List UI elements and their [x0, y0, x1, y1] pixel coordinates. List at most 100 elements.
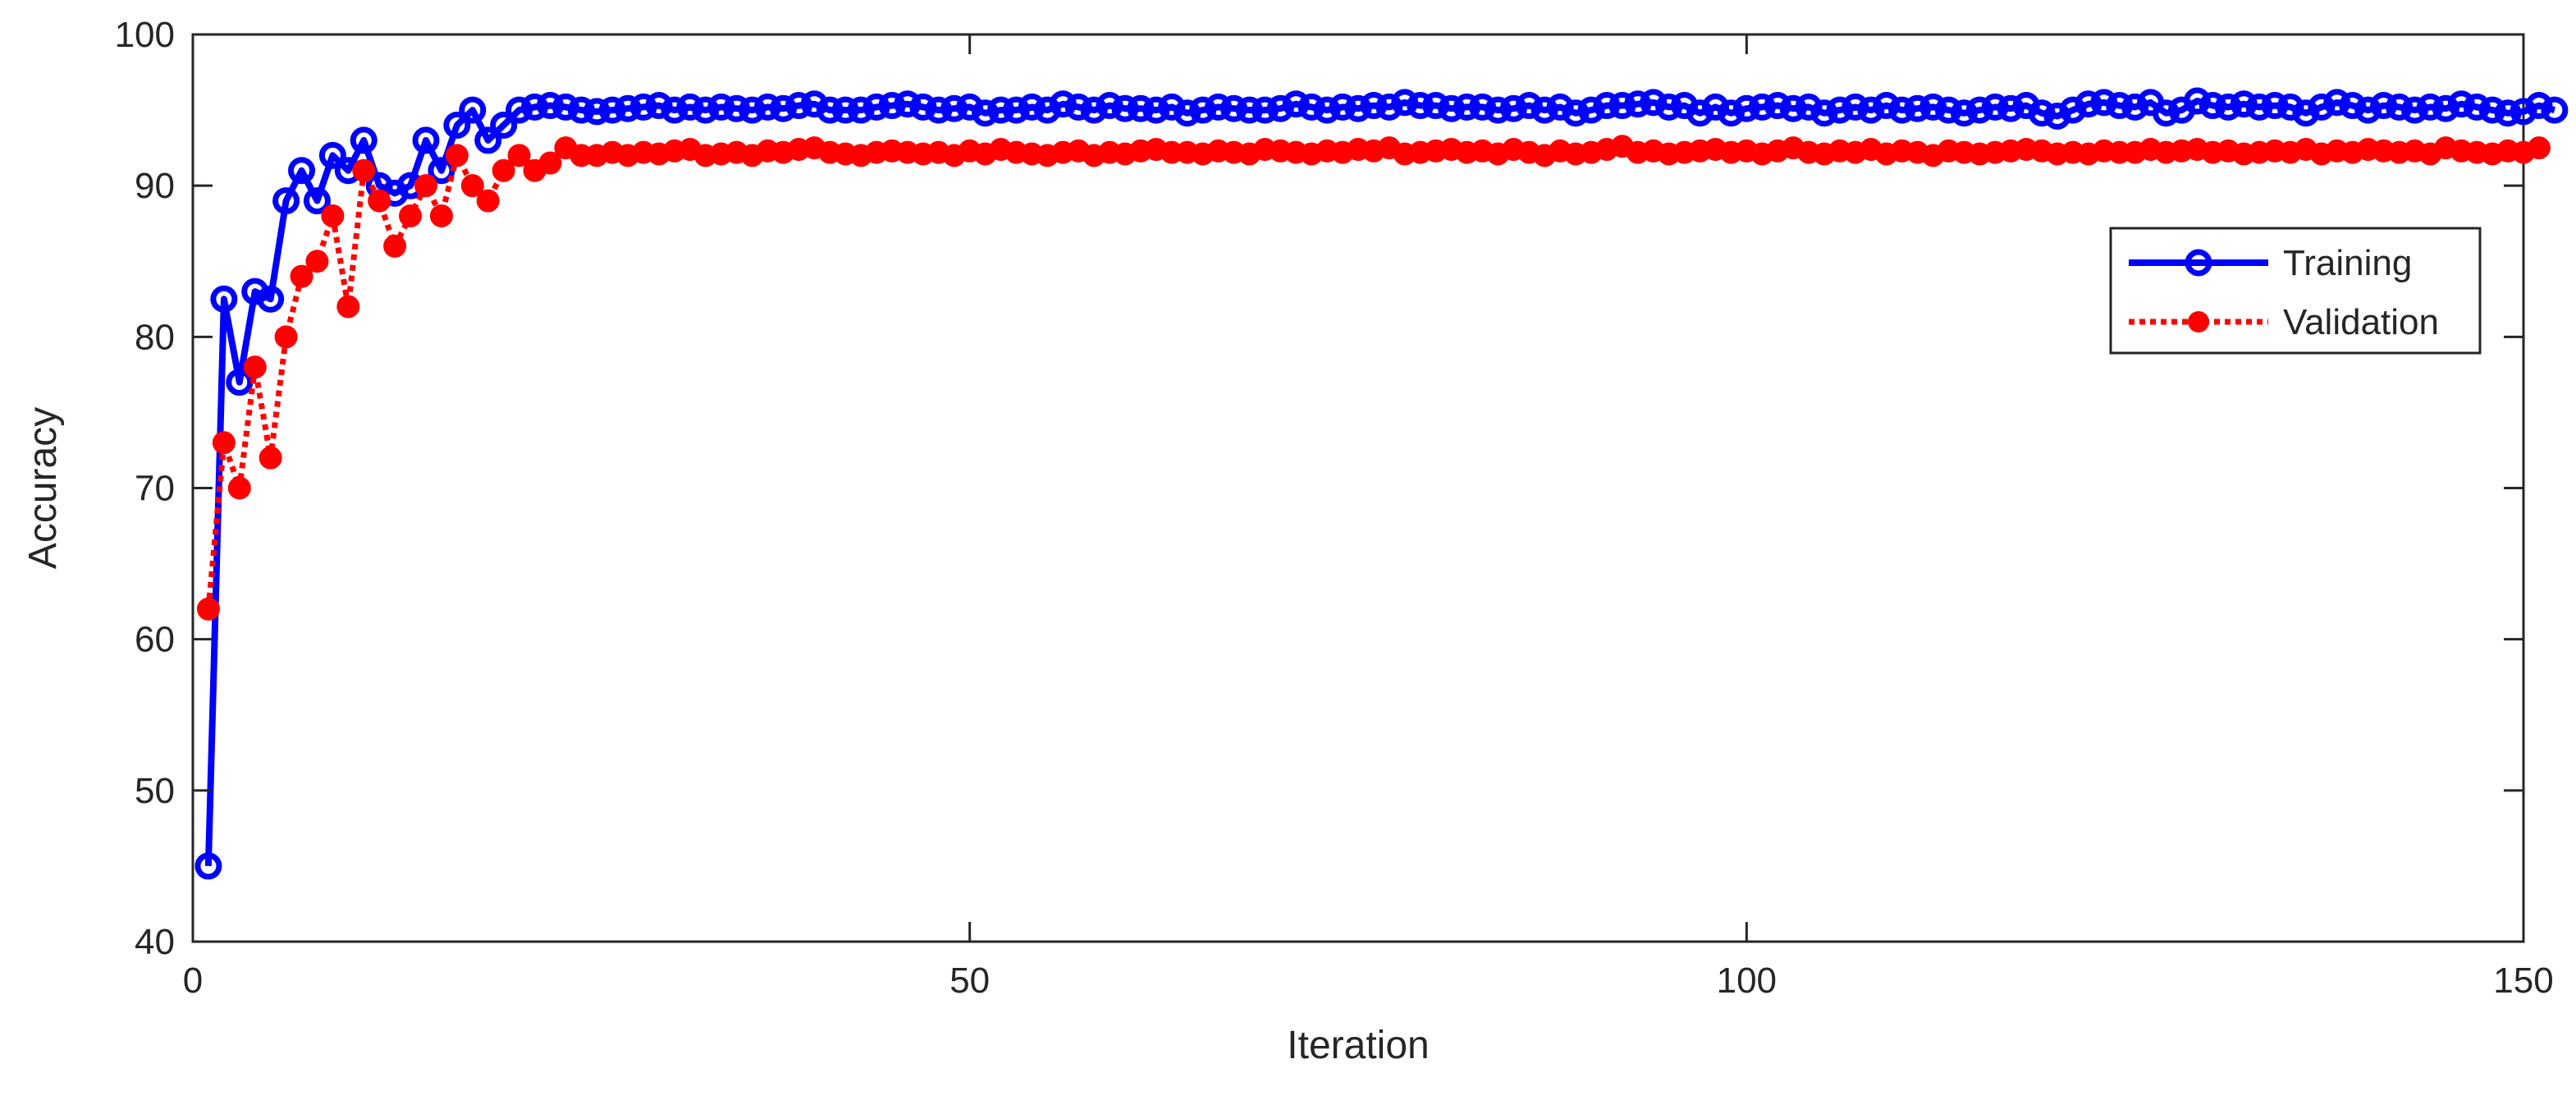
data-point-training [1531, 96, 1558, 124]
data-point-training [2261, 92, 2289, 120]
data-point-training [506, 96, 533, 124]
data-point-validation [507, 144, 531, 167]
data-point-training [1002, 96, 1030, 124]
data-point-training [1997, 94, 2025, 122]
data-point-training [1608, 92, 1636, 120]
legend-entry-training: Training [2129, 243, 2412, 283]
data-point-training [2059, 96, 2087, 124]
plot-area: 0 50 100 150 40 50 60 70 80 90 100 [115, 15, 2569, 1001]
data-point-training [661, 96, 689, 124]
data-point-training [1096, 92, 1123, 120]
data-point-training [1391, 89, 1419, 117]
data-point-training [1934, 96, 1962, 124]
data-point-validation [445, 144, 469, 167]
data-point-training [1453, 93, 1481, 121]
x-tick-label: 50 [949, 961, 990, 1001]
data-point-training [2214, 93, 2242, 121]
data-point-training [1499, 94, 1527, 122]
data-point-training [1795, 93, 1823, 121]
data-point-training [443, 112, 471, 139]
y-tick-label: 70 [135, 469, 175, 509]
data-point-training [318, 141, 346, 169]
data-point-training [1080, 96, 1108, 124]
data-point-training [1826, 96, 1854, 124]
data-point-training [1251, 96, 1279, 124]
data-point-validation [290, 264, 313, 288]
data-point-training [288, 157, 316, 185]
data-point-validation [399, 204, 423, 227]
data-point-training [2354, 96, 2382, 124]
data-point-training [1422, 92, 1450, 120]
data-point-training [2339, 92, 2367, 120]
data-point-training [862, 93, 890, 121]
data-point-training [474, 126, 502, 154]
data-point-training [878, 92, 906, 120]
y-tick-label: 60 [135, 620, 175, 660]
data-point-training [1686, 99, 1714, 127]
data-point-training [2292, 99, 2320, 127]
data-point-validation [274, 325, 298, 349]
data-point-training [2541, 96, 2569, 124]
data-point-training [1577, 96, 1605, 124]
x-tick-label: 0 [183, 961, 203, 1001]
data-point-validation [243, 355, 267, 379]
data-point-training [1562, 99, 1590, 127]
data-point-validation [259, 446, 282, 470]
data-point-training [194, 852, 222, 880]
y-tick-label: 90 [135, 166, 175, 206]
data-point-validation [368, 189, 391, 213]
y-axis-ticks: 40 50 60 70 80 90 100 [115, 15, 2523, 962]
data-point-training [1142, 96, 1170, 124]
data-point-training [1220, 94, 1248, 122]
legend: Training Validation [2109, 227, 2482, 355]
y-tick-label: 50 [135, 771, 175, 811]
data-point-training [490, 112, 518, 139]
data-point-training [1842, 93, 1869, 121]
data-point-validation [336, 295, 360, 319]
data-point-training [2525, 92, 2553, 120]
data-point-training [2478, 96, 2506, 124]
data-point-validation [460, 174, 484, 198]
series-line-validation [205, 143, 2540, 610]
data-point-training [2494, 99, 2522, 127]
data-point-training [1407, 92, 1434, 120]
data-point-training [1965, 96, 1993, 124]
data-point-training [894, 90, 922, 118]
data-point-training [987, 96, 1015, 124]
data-point-training [1640, 89, 1668, 117]
data-point-training [1189, 96, 1217, 124]
data-point-training [1779, 94, 1807, 122]
data-point-training [2245, 93, 2273, 121]
data-point-training [956, 93, 984, 121]
data-point-training [350, 126, 377, 154]
data-point-training [1329, 93, 1357, 121]
data-point-training [2510, 98, 2537, 126]
data-point-training [1950, 99, 1978, 127]
data-point-training [1438, 94, 1466, 122]
data-point-training [645, 92, 673, 120]
data-point-validation [492, 158, 515, 182]
data-point-training [2028, 99, 2056, 127]
x-axis-label: Iteration [1287, 1024, 1429, 1067]
data-point-validation [227, 476, 251, 500]
data-point-training [614, 94, 642, 122]
y-tick-label: 40 [135, 922, 175, 962]
data-point-training [2447, 90, 2475, 118]
data-point-training [707, 93, 735, 121]
data-point-training [1360, 92, 1388, 120]
data-point-training [692, 96, 720, 124]
data-point-training [629, 93, 657, 121]
data-point-validation [352, 158, 376, 182]
data-point-validation [321, 204, 345, 227]
data-point-training [1484, 96, 1512, 124]
data-point-training [1033, 96, 1061, 124]
data-point-training [1174, 99, 1201, 127]
data-point-training [1297, 93, 1325, 121]
data-point-training [226, 369, 254, 397]
series-layer [194, 87, 2569, 880]
data-point-training [1546, 93, 1574, 121]
data-point-training [831, 96, 859, 124]
data-point-training [769, 94, 797, 122]
legend-swatch-marker [2188, 311, 2209, 332]
data-point-training [1018, 93, 1045, 121]
